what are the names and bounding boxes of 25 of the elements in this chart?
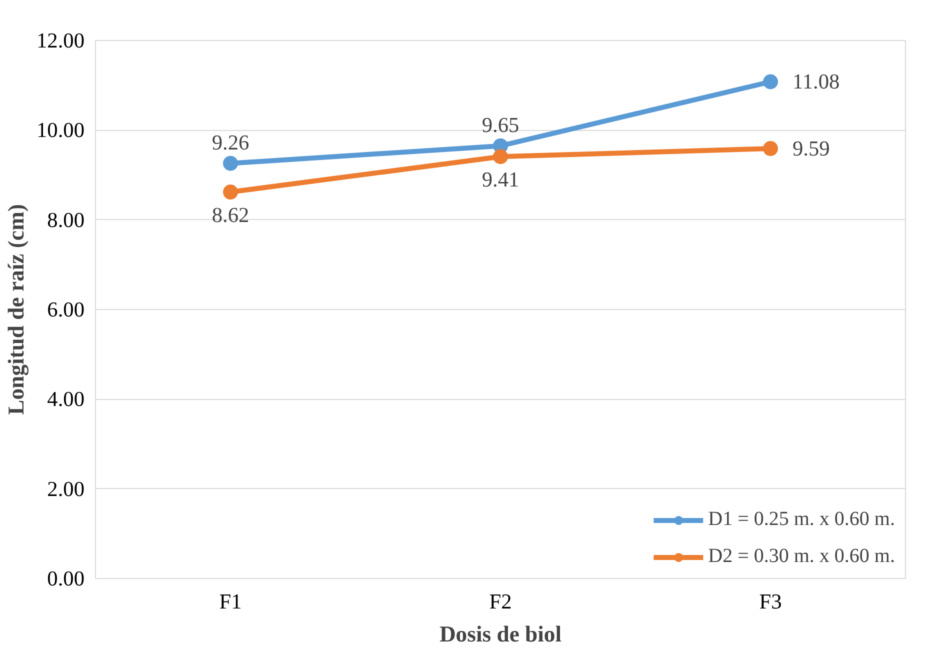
y-tick-label: 4.00	[47, 387, 85, 412]
x-tick-label: F1	[219, 590, 242, 614]
y-tick-label: 0.00	[47, 566, 85, 590]
data-label: 9.59	[792, 136, 830, 161]
point	[223, 156, 238, 171]
y-tick-label: 6.00	[47, 298, 85, 322]
y-axis-title: Longitud de raíz (cm)	[4, 204, 29, 415]
point	[223, 184, 238, 200]
data-label: 8.62	[212, 203, 250, 228]
x-axis-title: Dosis de biol	[439, 622, 562, 646]
data-label: 9.26	[212, 130, 250, 154]
data-label: 9.65	[482, 112, 520, 137]
point	[763, 141, 778, 156]
y-tick-label: 2.00	[47, 476, 85, 501]
y-tick-label: 8.00	[47, 208, 85, 232]
y-tick-label: 12.00	[36, 28, 85, 52]
x-tick-label: F2	[489, 590, 512, 614]
legend-label: D1 = 0.25 m. x 0.60 m.	[708, 508, 895, 531]
point	[763, 74, 778, 90]
data-label: 11.08	[792, 70, 840, 94]
point	[493, 149, 508, 164]
y-tick-label: 10.00	[36, 118, 85, 142]
legend-label: D2 = 0.30 m. x 0.60 m.	[708, 545, 895, 568]
x-tick-label: F3	[759, 590, 782, 614]
data-label: 9.41	[482, 168, 520, 192]
